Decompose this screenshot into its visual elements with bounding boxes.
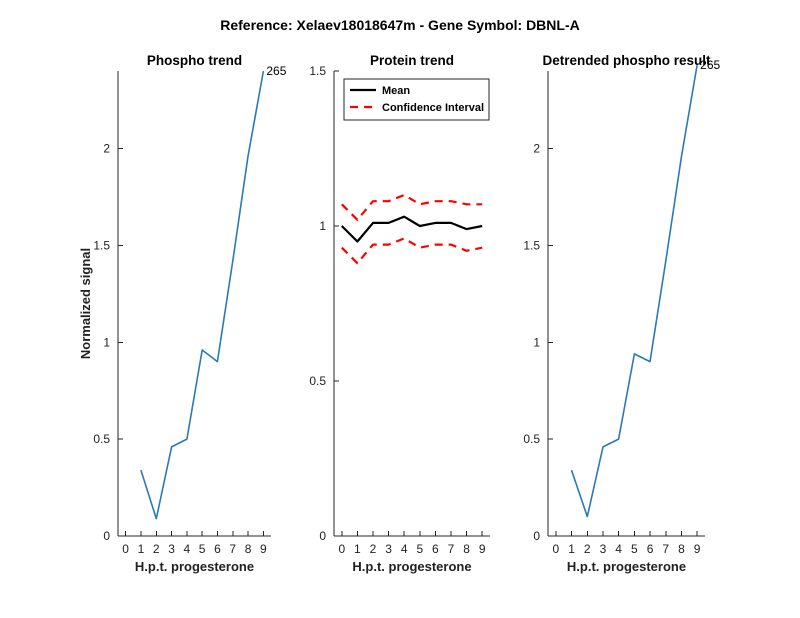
x-tick-label: 1 [138,542,145,556]
x-tick-label: 7 [229,542,236,556]
y-tick-label: 0 [533,529,540,543]
peak-annotation: 265 [700,58,720,72]
x-tick-label: 9 [260,542,267,556]
ci-lower-line [341,237,483,265]
x-tick-label: 6 [214,542,221,556]
y-tick-label: 1.5 [93,238,110,252]
panel-title: Phospho trend [147,53,242,68]
x-tick-label: 6 [432,542,439,556]
x-tick-label: 8 [463,542,470,556]
y-tick-label: 0.5 [523,432,540,446]
y-tick-label: 0.5 [309,374,326,388]
x-tick-label: 2 [584,542,591,556]
x-tick-label: 5 [416,542,423,556]
x-tick-label: 7 [662,542,669,556]
y-axis-label: Normalized signal [78,248,93,359]
y-tick-label: 1 [533,335,540,349]
x-tick-label: 0 [122,542,129,556]
y-tick-label: 1.5 [309,64,326,78]
phospho-line [570,65,698,518]
x-axis-label: H.p.t. progesterone [352,559,471,574]
x-tick-label: 3 [168,542,175,556]
x-tick-label: 6 [647,542,654,556]
x-tick-label: 8 [678,542,685,556]
legend-box [343,78,490,121]
y-tick-label: 0 [319,529,326,543]
x-axis-label: H.p.t. progesterone [135,559,254,574]
x-tick-label: 3 [385,542,392,556]
x-tick-label: 9 [694,542,701,556]
mean-line [341,215,483,243]
legend: Mean Confidence Interval [343,78,490,121]
x-tick-label: 2 [153,542,160,556]
x-axis-label: H.p.t. progesterone [567,559,686,574]
y-tick-label: 1.5 [523,238,540,252]
y-tick-label: 1 [103,335,110,349]
x-tick-label: 0 [338,542,345,556]
ci-upper-line [341,193,483,221]
x-tick-label: 1 [354,542,361,556]
x-tick-label: 5 [199,542,206,556]
x-tick-label: 8 [245,542,252,556]
x-tick-label: 4 [615,542,622,556]
x-tick-label: 9 [479,542,486,556]
x-tick-label: 4 [401,542,408,556]
x-tick-label: 0 [553,542,560,556]
y-tick-label: 2 [103,142,110,156]
x-tick-label: 2 [370,542,377,556]
legend-label: Mean [382,85,410,97]
x-tick-label: 1 [568,542,575,556]
y-tick-label: 2 [533,142,540,156]
x-tick-label: 5 [631,542,638,556]
phospho-line [140,70,265,520]
peak-annotation: 265 [266,64,286,78]
panel-title: Protein trend [370,53,454,68]
figure-title: Reference: Xelaev18018647m - Gene Symbol… [220,17,579,33]
y-tick-label: 0 [103,529,110,543]
x-tick-label: 7 [448,542,455,556]
panel-title: Detrended phospho result [542,53,711,68]
x-tick-label: 4 [184,542,191,556]
legend-label: Confidence Interval [382,102,484,114]
x-tick-label: 3 [600,542,607,556]
y-tick-label: 0.5 [93,432,110,446]
y-tick-label: 1 [319,219,326,233]
